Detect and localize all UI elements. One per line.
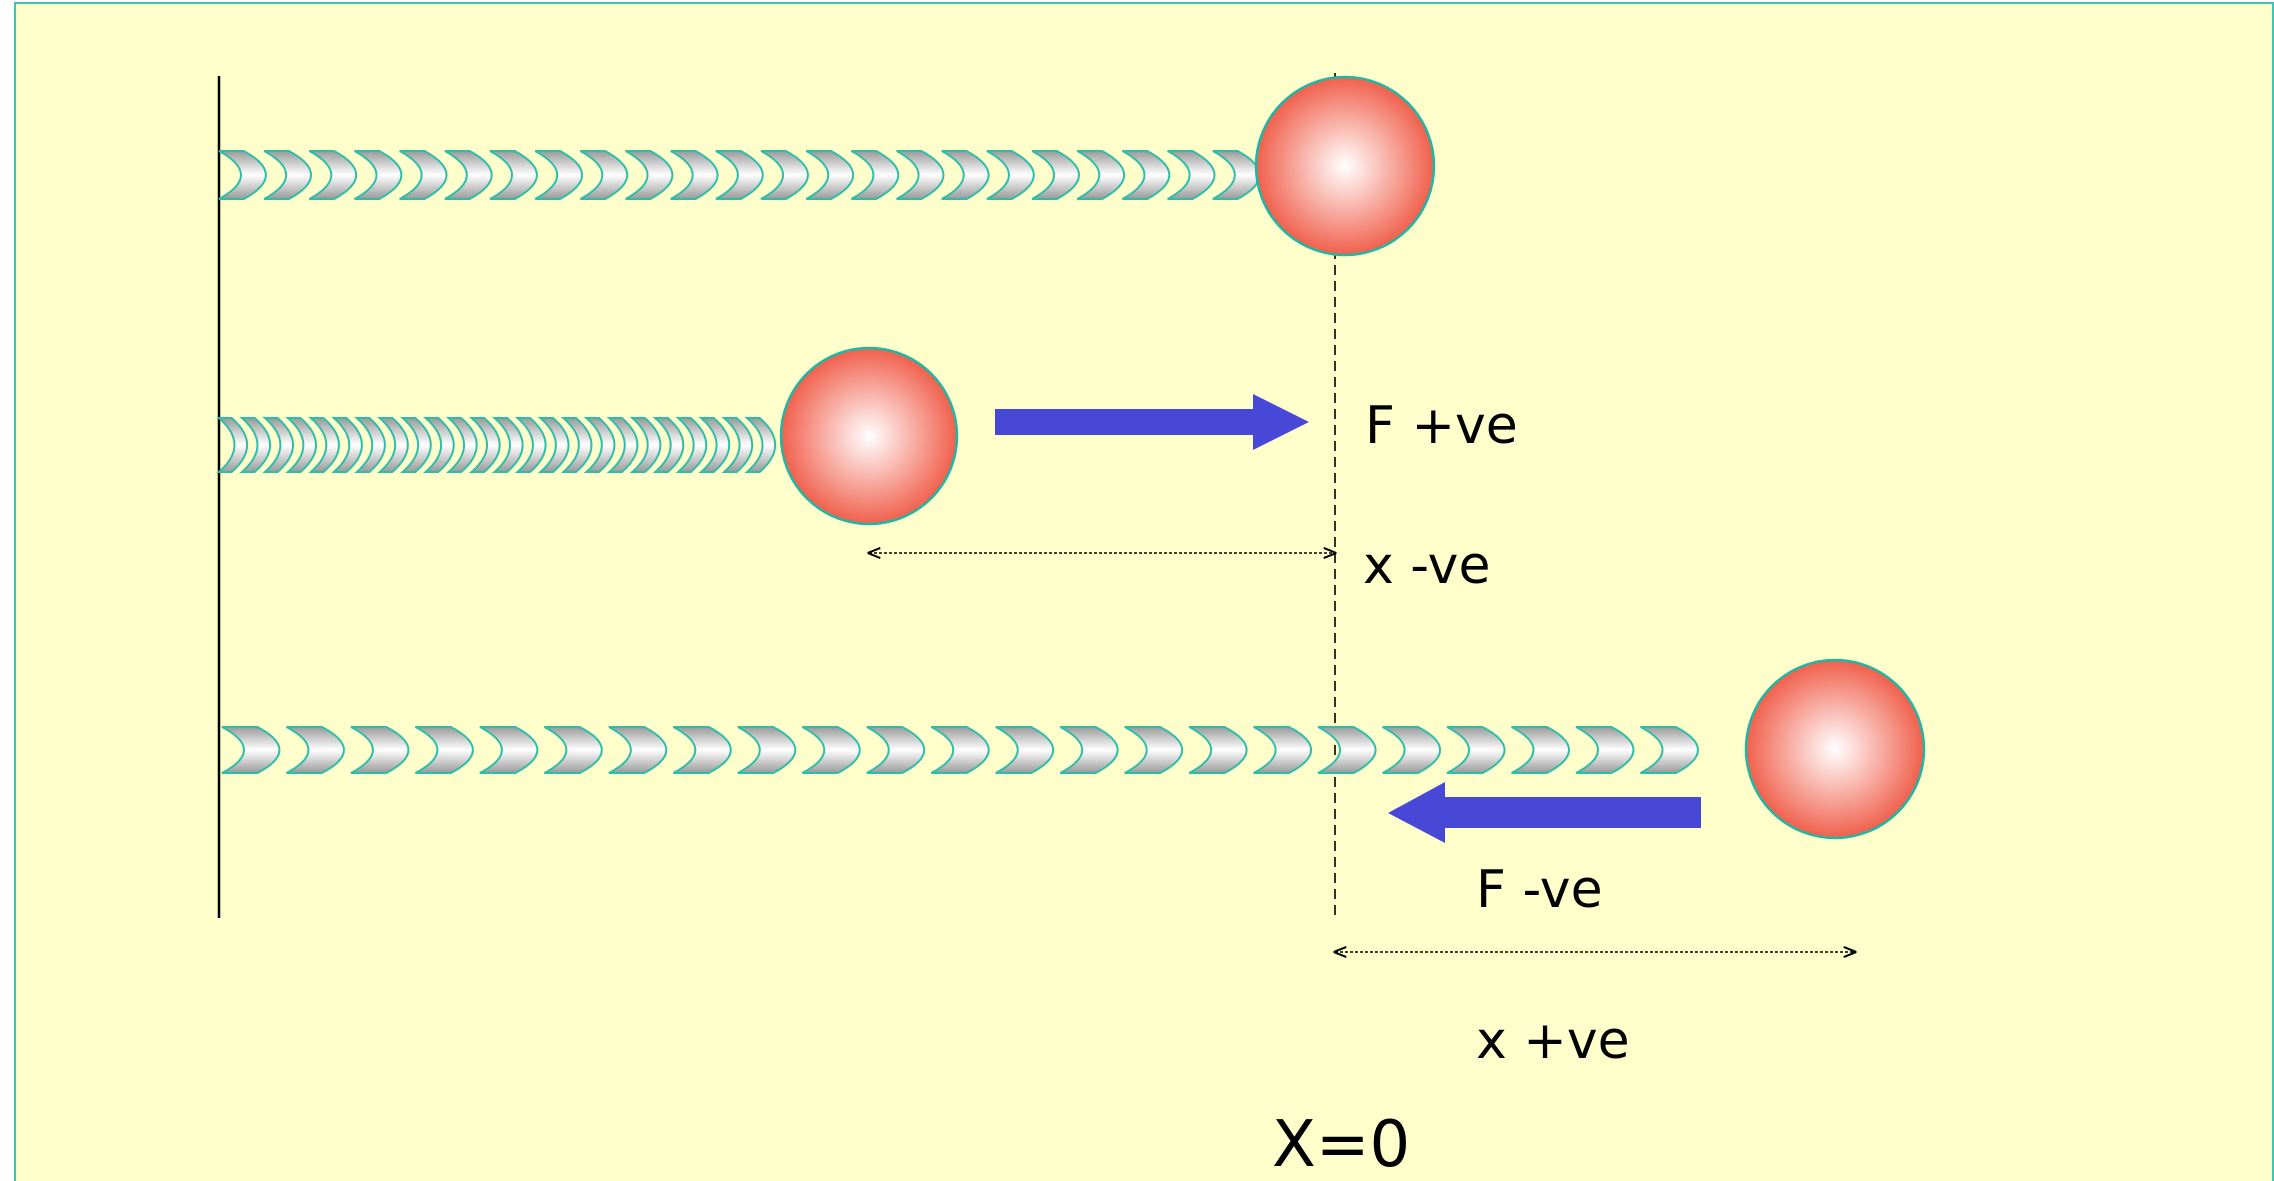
spring-coil — [1031, 150, 1080, 200]
spring-coil — [1167, 150, 1216, 200]
spring-coil — [414, 726, 474, 774]
spring-coil — [608, 726, 668, 774]
spring-coil — [350, 726, 410, 774]
spring-coil — [930, 726, 990, 774]
spring-coil — [1188, 726, 1248, 774]
spring-coil — [399, 417, 432, 473]
label-force-negative: F -ve — [1476, 860, 1603, 920]
spring-coil — [801, 726, 861, 774]
mass-stretched — [1744, 658, 1926, 840]
spring-coil — [221, 726, 281, 774]
spring-rest — [218, 150, 1261, 200]
spring-coil — [285, 417, 317, 473]
spring-coil — [354, 150, 403, 200]
label-displacement-positive: x +ve — [1476, 1011, 1630, 1071]
spring-coil — [1382, 726, 1442, 774]
label-displacement-negative: x -ve — [1363, 536, 1490, 596]
spring-coil — [286, 726, 345, 774]
spring-coil — [652, 417, 685, 473]
spring-coil — [1253, 726, 1313, 774]
spring-coil — [941, 150, 990, 200]
spring-coil — [672, 726, 732, 774]
spring-coil — [896, 150, 945, 200]
spring-coil — [468, 417, 501, 473]
spring-coil — [579, 150, 629, 200]
spring-coil — [986, 150, 1035, 200]
spring-coil — [218, 150, 267, 200]
spring-coil — [629, 417, 662, 473]
spring-coil — [715, 150, 764, 200]
spring-coil — [534, 150, 584, 200]
spring-coil — [1212, 150, 1261, 200]
spring-coil — [1446, 726, 1506, 774]
spring-coil — [489, 150, 538, 200]
force-arrow-left — [1388, 782, 1701, 843]
spring-coil — [737, 726, 797, 774]
spring-compressed — [216, 417, 776, 473]
spring-coil — [1076, 150, 1126, 200]
spring-coil — [216, 417, 248, 473]
spring-coil — [850, 150, 900, 200]
spring-coil — [399, 150, 448, 200]
spring-coil — [1511, 726, 1571, 774]
spring-coil — [1122, 150, 1171, 200]
spring-coil — [445, 417, 478, 473]
spring-coil — [537, 417, 570, 473]
spring-coil — [1059, 726, 1119, 774]
force-arrow-right — [995, 394, 1309, 450]
spring-coil — [698, 417, 731, 473]
spring-coil — [331, 417, 363, 473]
spring-coil — [308, 150, 358, 200]
spring-coil — [625, 150, 674, 200]
spring-coil — [670, 150, 719, 200]
spring-coil — [744, 417, 776, 473]
spring-coil — [263, 150, 313, 200]
mass-compressed — [779, 346, 959, 526]
spring-coil — [675, 417, 708, 473]
spring-coil — [377, 417, 409, 473]
spring-coil — [514, 417, 547, 473]
spring-coil — [760, 150, 809, 200]
spring-coil — [543, 726, 603, 774]
spring-coil — [308, 417, 340, 473]
spring-coil — [1317, 726, 1377, 774]
spring-coil — [721, 417, 754, 473]
spring-stretched — [221, 726, 1699, 774]
spring-coil — [491, 417, 524, 473]
spring-coil — [1640, 726, 1699, 774]
mass-at-rest — [1254, 75, 1436, 257]
spring-coil — [262, 417, 294, 473]
spring-coil — [606, 417, 639, 473]
spring-coil — [560, 417, 593, 473]
spring-coil — [866, 726, 926, 774]
label-force-positive: F +ve — [1365, 396, 1518, 456]
spring-coil — [583, 417, 616, 473]
spring-coil — [1124, 726, 1184, 774]
label-equilibrium: X=0 — [1272, 1108, 1410, 1181]
spring-coil — [354, 417, 386, 473]
spring-coil — [1575, 726, 1635, 774]
spring-coil — [239, 417, 271, 473]
spring-coil — [422, 417, 455, 473]
spring-coil — [995, 726, 1055, 774]
spring-coil — [479, 726, 539, 774]
spring-coil — [805, 150, 855, 200]
spring-coil — [444, 150, 493, 200]
